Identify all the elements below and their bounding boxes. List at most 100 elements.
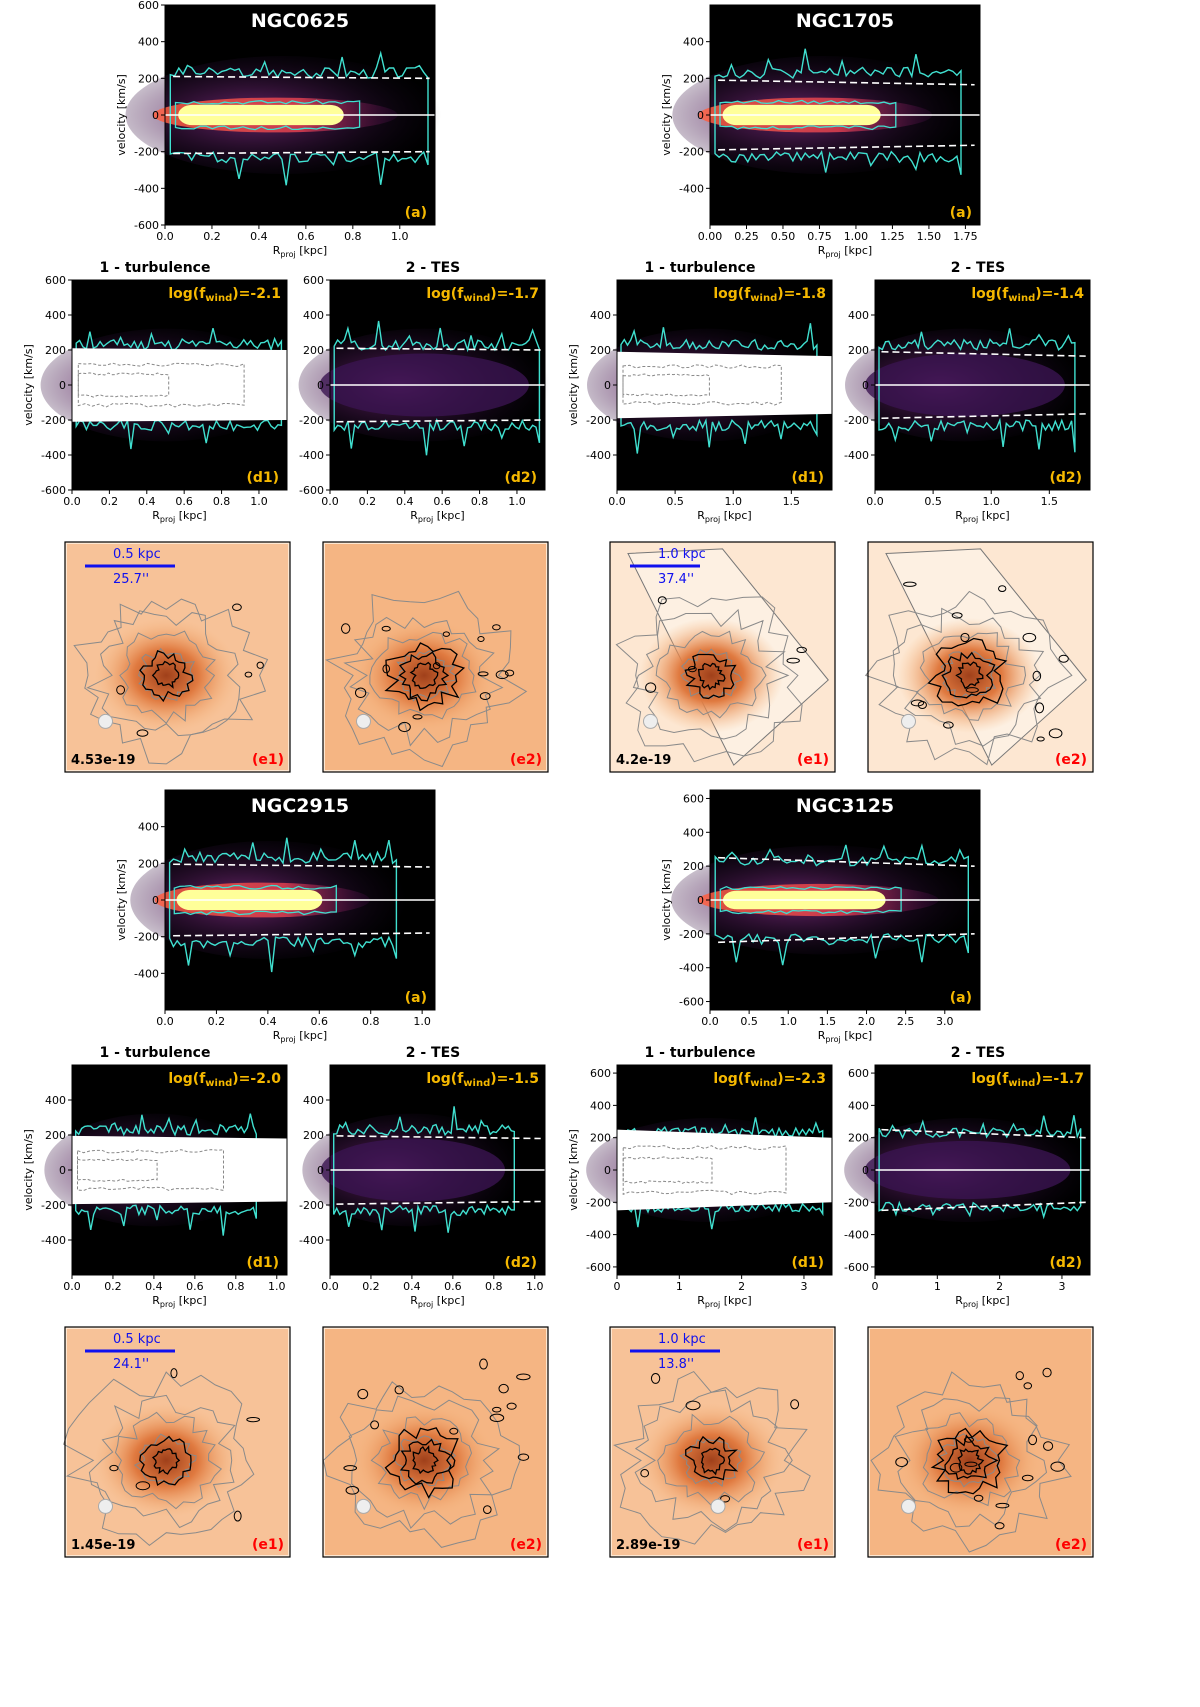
- outer-contour: [878, 1115, 1082, 1220]
- x-tick-label: 1.0: [982, 495, 1000, 508]
- y-tick-label: 600: [683, 792, 704, 805]
- y-tick-label: -200: [586, 1196, 611, 1209]
- outer-contour: [878, 328, 1076, 453]
- y-tick-label: -200: [41, 1199, 66, 1212]
- x-axis-label: Rproj [kpc]: [955, 509, 1009, 524]
- clump-contour: [357, 1388, 369, 1400]
- escape-velocity-upper: [881, 1128, 1086, 1139]
- y-tick-label: -200: [586, 414, 611, 427]
- outer-contour: [714, 48, 962, 175]
- y-tick-label: 200: [848, 1132, 869, 1145]
- grey-contour: [615, 596, 803, 763]
- clump-contour: [903, 581, 917, 587]
- panel-tag: (d2): [1049, 1255, 1082, 1271]
- clump-contour: [965, 687, 979, 693]
- x-tick-label: 0.0: [608, 495, 626, 508]
- black-contour: [700, 1447, 726, 1476]
- panel-tag: (a): [950, 990, 972, 1006]
- map-panel-e1: 0.5 kpc 24.1'' 1.45e-19 (e1): [63, 1326, 291, 1558]
- y-tick-label: 600: [303, 274, 324, 287]
- x-tick-label: 0.6: [186, 1280, 204, 1293]
- clump-contour: [483, 1505, 492, 1515]
- y-tick-label: 0: [59, 379, 66, 392]
- masked-region: [72, 348, 287, 422]
- flux-threshold: 1.45e-19: [71, 1538, 135, 1553]
- black-contour: [384, 1427, 459, 1499]
- clump-contour: [796, 646, 807, 654]
- escape-velocity-lower: [881, 413, 1086, 420]
- y-axis-label: velocity [km/s]: [567, 1129, 580, 1211]
- x-tick-label: 0.5: [924, 495, 942, 508]
- outer-contour: [75, 328, 283, 450]
- x-tick-label: 0.5: [740, 1015, 758, 1028]
- x-tick-label: 0.6: [297, 230, 315, 243]
- grey-contour: [632, 608, 790, 740]
- y-axis-label: velocity [km/s]: [660, 859, 673, 941]
- x-axis-label: Rproj [kpc]: [273, 1029, 327, 1044]
- x-tick-label: 0.8: [213, 495, 231, 508]
- panel-tag: (a): [405, 990, 427, 1006]
- clump-contour: [650, 1372, 661, 1384]
- subplot-title-d1: 1 - turbulence: [100, 1045, 211, 1061]
- y-axis-label: velocity [km/s]: [115, 859, 128, 941]
- masked-contour: [77, 362, 245, 408]
- escape-velocity-lower: [173, 932, 430, 937]
- scale-bar-arcsec: 25.7'': [113, 572, 149, 587]
- panel-tag: (e1): [797, 1537, 829, 1553]
- grey-contour: [657, 1413, 766, 1507]
- map-panel-e2: (e2): [864, 541, 1094, 773]
- flux-threshold: 4.53e-19: [71, 753, 135, 768]
- clump-contour: [109, 1464, 119, 1472]
- y-tick-label: -400: [41, 1234, 66, 1247]
- masked-contour: [622, 373, 710, 397]
- panel-tag: (d1): [791, 1255, 824, 1271]
- clump-contour: [685, 1400, 701, 1411]
- x-tick-label: 0.6: [175, 495, 193, 508]
- x-tick-label: 0.4: [138, 495, 156, 508]
- clump-contour: [233, 1510, 242, 1522]
- clump-contour: [1036, 736, 1045, 742]
- emission-blob: [94, 617, 239, 733]
- panel-tag: (d2): [1049, 470, 1082, 486]
- clump-contour: [495, 670, 509, 680]
- clump-contour: [640, 1469, 650, 1478]
- y-tick-label: 0: [152, 109, 159, 122]
- black-contour: [412, 1445, 439, 1475]
- y-tick-label: -400: [844, 449, 869, 462]
- emission-blob: [639, 617, 784, 733]
- clump-contour: [232, 603, 242, 612]
- x-tick-label: 0.8: [362, 1015, 380, 1028]
- clump-contour: [506, 1402, 517, 1410]
- beam-marker: [643, 713, 658, 729]
- x-tick-label: 0.6: [433, 495, 451, 508]
- x-tick-label: 1.75: [953, 230, 978, 243]
- panel-tag: (e1): [797, 752, 829, 768]
- clump-contour: [1023, 1382, 1033, 1390]
- clump-contour: [135, 1481, 151, 1491]
- y-axis-label: velocity [km/s]: [22, 344, 35, 426]
- panel-tag: (d2): [504, 470, 537, 486]
- clump-contour: [477, 671, 489, 677]
- x-tick-label: 1.5: [1041, 495, 1059, 508]
- black-contour: [398, 651, 450, 702]
- galaxy-name: NGC1705: [796, 10, 894, 32]
- y-tick-label: 600: [138, 0, 159, 12]
- x-tick-label: 0.8: [344, 230, 362, 243]
- subplot-title-d2: 2 - TES: [406, 1045, 461, 1061]
- masked-contour: [77, 1158, 158, 1182]
- y-tick-label: -600: [679, 996, 704, 1009]
- clump-contour: [504, 669, 515, 677]
- map-panel-e2: (e2): [322, 1326, 549, 1558]
- x-tick-label: 1.50: [917, 230, 942, 243]
- y-tick-label: 400: [683, 826, 704, 839]
- x-tick-label: 0.4: [396, 495, 414, 508]
- pv-panel-a: 0.0 0.5 1.0 1.5 2.0 2.5 3.0 -600 -400 -200 0 200 400…: [660, 789, 982, 1044]
- scale-bar-arcsec: 24.1'': [113, 1357, 149, 1372]
- flux-threshold: 4.2e-19: [616, 753, 671, 768]
- y-tick-label: 200: [303, 344, 324, 357]
- y-tick-label: 600: [590, 1067, 611, 1080]
- escape-velocity-lower: [881, 1201, 1086, 1212]
- grey-contour: [369, 631, 477, 720]
- clump-contour: [994, 1522, 1005, 1530]
- clump-contour: [340, 623, 351, 634]
